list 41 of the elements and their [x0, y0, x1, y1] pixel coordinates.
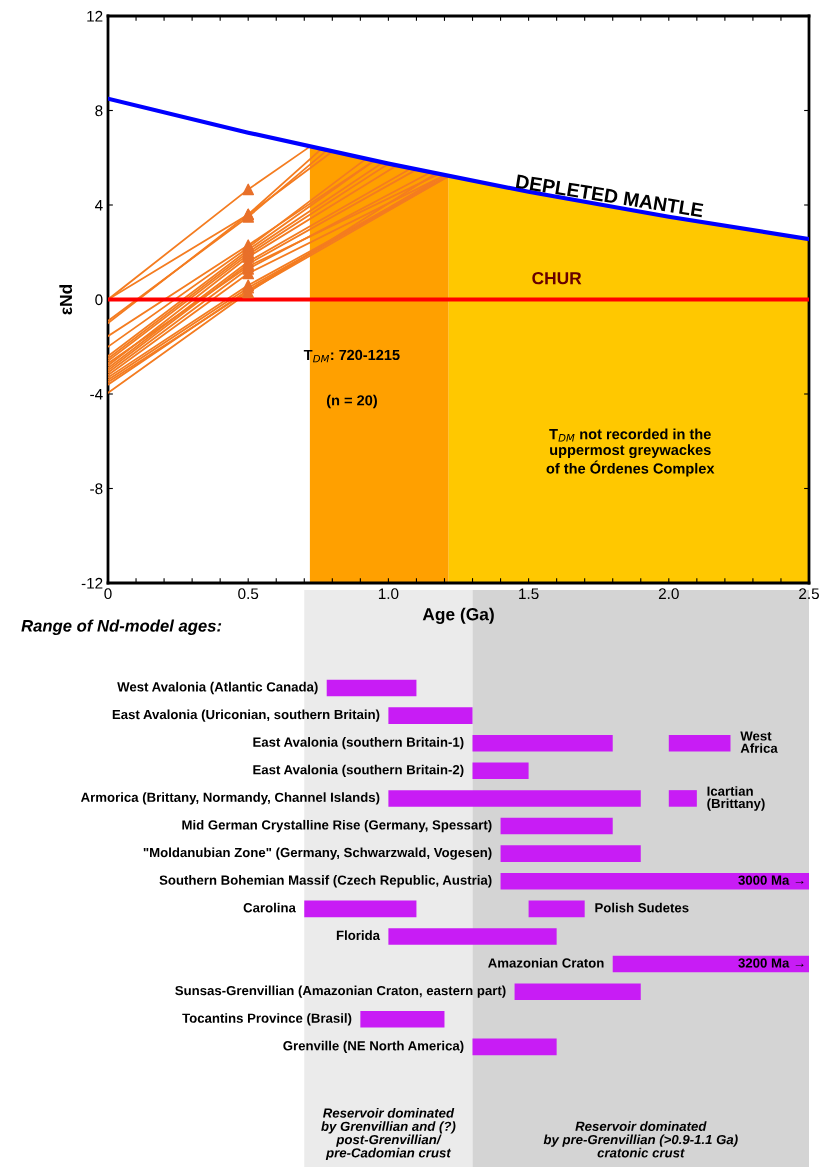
x-tick-label: 0.5 — [238, 588, 259, 600]
category-label: Southern Bohemian Massif (Czech Republic, Austria) — [159, 875, 492, 888]
y-tick-label: 12 — [87, 10, 103, 22]
y-tick-label: 8 — [95, 105, 103, 117]
category-label: Armorica (Brittany, Normandy, Channel Islands) — [80, 792, 380, 805]
annotation: DEPLETED MANTLE — [515, 174, 704, 218]
annotation: West Africa — [740, 731, 778, 753]
category-label: Florida — [336, 930, 381, 941]
annotation: 3200 Ma → — [738, 958, 804, 968]
category-label: Grenville (NE North America) — [283, 1040, 464, 1054]
category-label: Mid German Crystalline Rise (Germany, Spessart) — [182, 819, 492, 833]
x-tick-label: 2.5 — [799, 588, 819, 600]
category-label: East Avalonia (Uriconian, southern Britain) — [112, 709, 380, 722]
band-label: Reservoir dominated by pre-Grenvillian (>0.9-1.1 Ga) cratonic crust — [543, 1121, 738, 1158]
category-label: East Avalonia (southern Britain-1) — [253, 737, 464, 750]
category-label: Tocantins Province (Brasil) — [182, 1013, 352, 1026]
band-label: Reservoir dominated by Grenvillian and (?) post-Grenvillian/ pre-Cadomian crust — [321, 1108, 456, 1161]
x-tick-label: 2.0 — [658, 588, 679, 600]
annotation: T$_{DM}$ not recorded in the uppermost greywackes of the Órdenes Complex — [546, 428, 715, 477]
category-label: Sunsas-Grenvillian (Amazonian Craton, eastern part) — [175, 985, 506, 998]
annotation: (n = 20) — [326, 394, 377, 409]
y-tick-label: -12 — [81, 577, 103, 589]
annotation: Polish Sudetes — [595, 902, 689, 913]
y-tick-label: -8 — [90, 483, 103, 495]
y-tick-label: 4 — [94, 200, 103, 211]
x-tick-label: 1.0 — [378, 588, 399, 600]
chart-title: Range of Nd-model ages: — [21, 619, 222, 636]
annotation: 3000 Ma → — [738, 875, 804, 885]
x-axis-title: Age (Ga) — [422, 607, 494, 624]
x-tick-label: 1.5 — [519, 588, 539, 600]
annotation: CHUR — [532, 272, 582, 285]
category-label: East Avalonia (southern Britain-2) — [253, 764, 464, 777]
y-tick-label: -4 — [90, 389, 103, 400]
x-tick-label: 0 — [104, 588, 112, 600]
category-label: Amazonian Craton — [488, 957, 604, 968]
y-axis-title: εNd — [59, 284, 73, 315]
category-label: Carolina — [243, 902, 296, 913]
category-label: West Avalonia (Atlantic Canada) — [117, 681, 318, 695]
y-tick-label: 0 — [95, 294, 103, 306]
category-label: "Moldanubian Zone" (Germany, Schwarzwald, Vogesen) — [143, 847, 492, 860]
annotation: Icartian (Brittany) — [707, 786, 765, 811]
